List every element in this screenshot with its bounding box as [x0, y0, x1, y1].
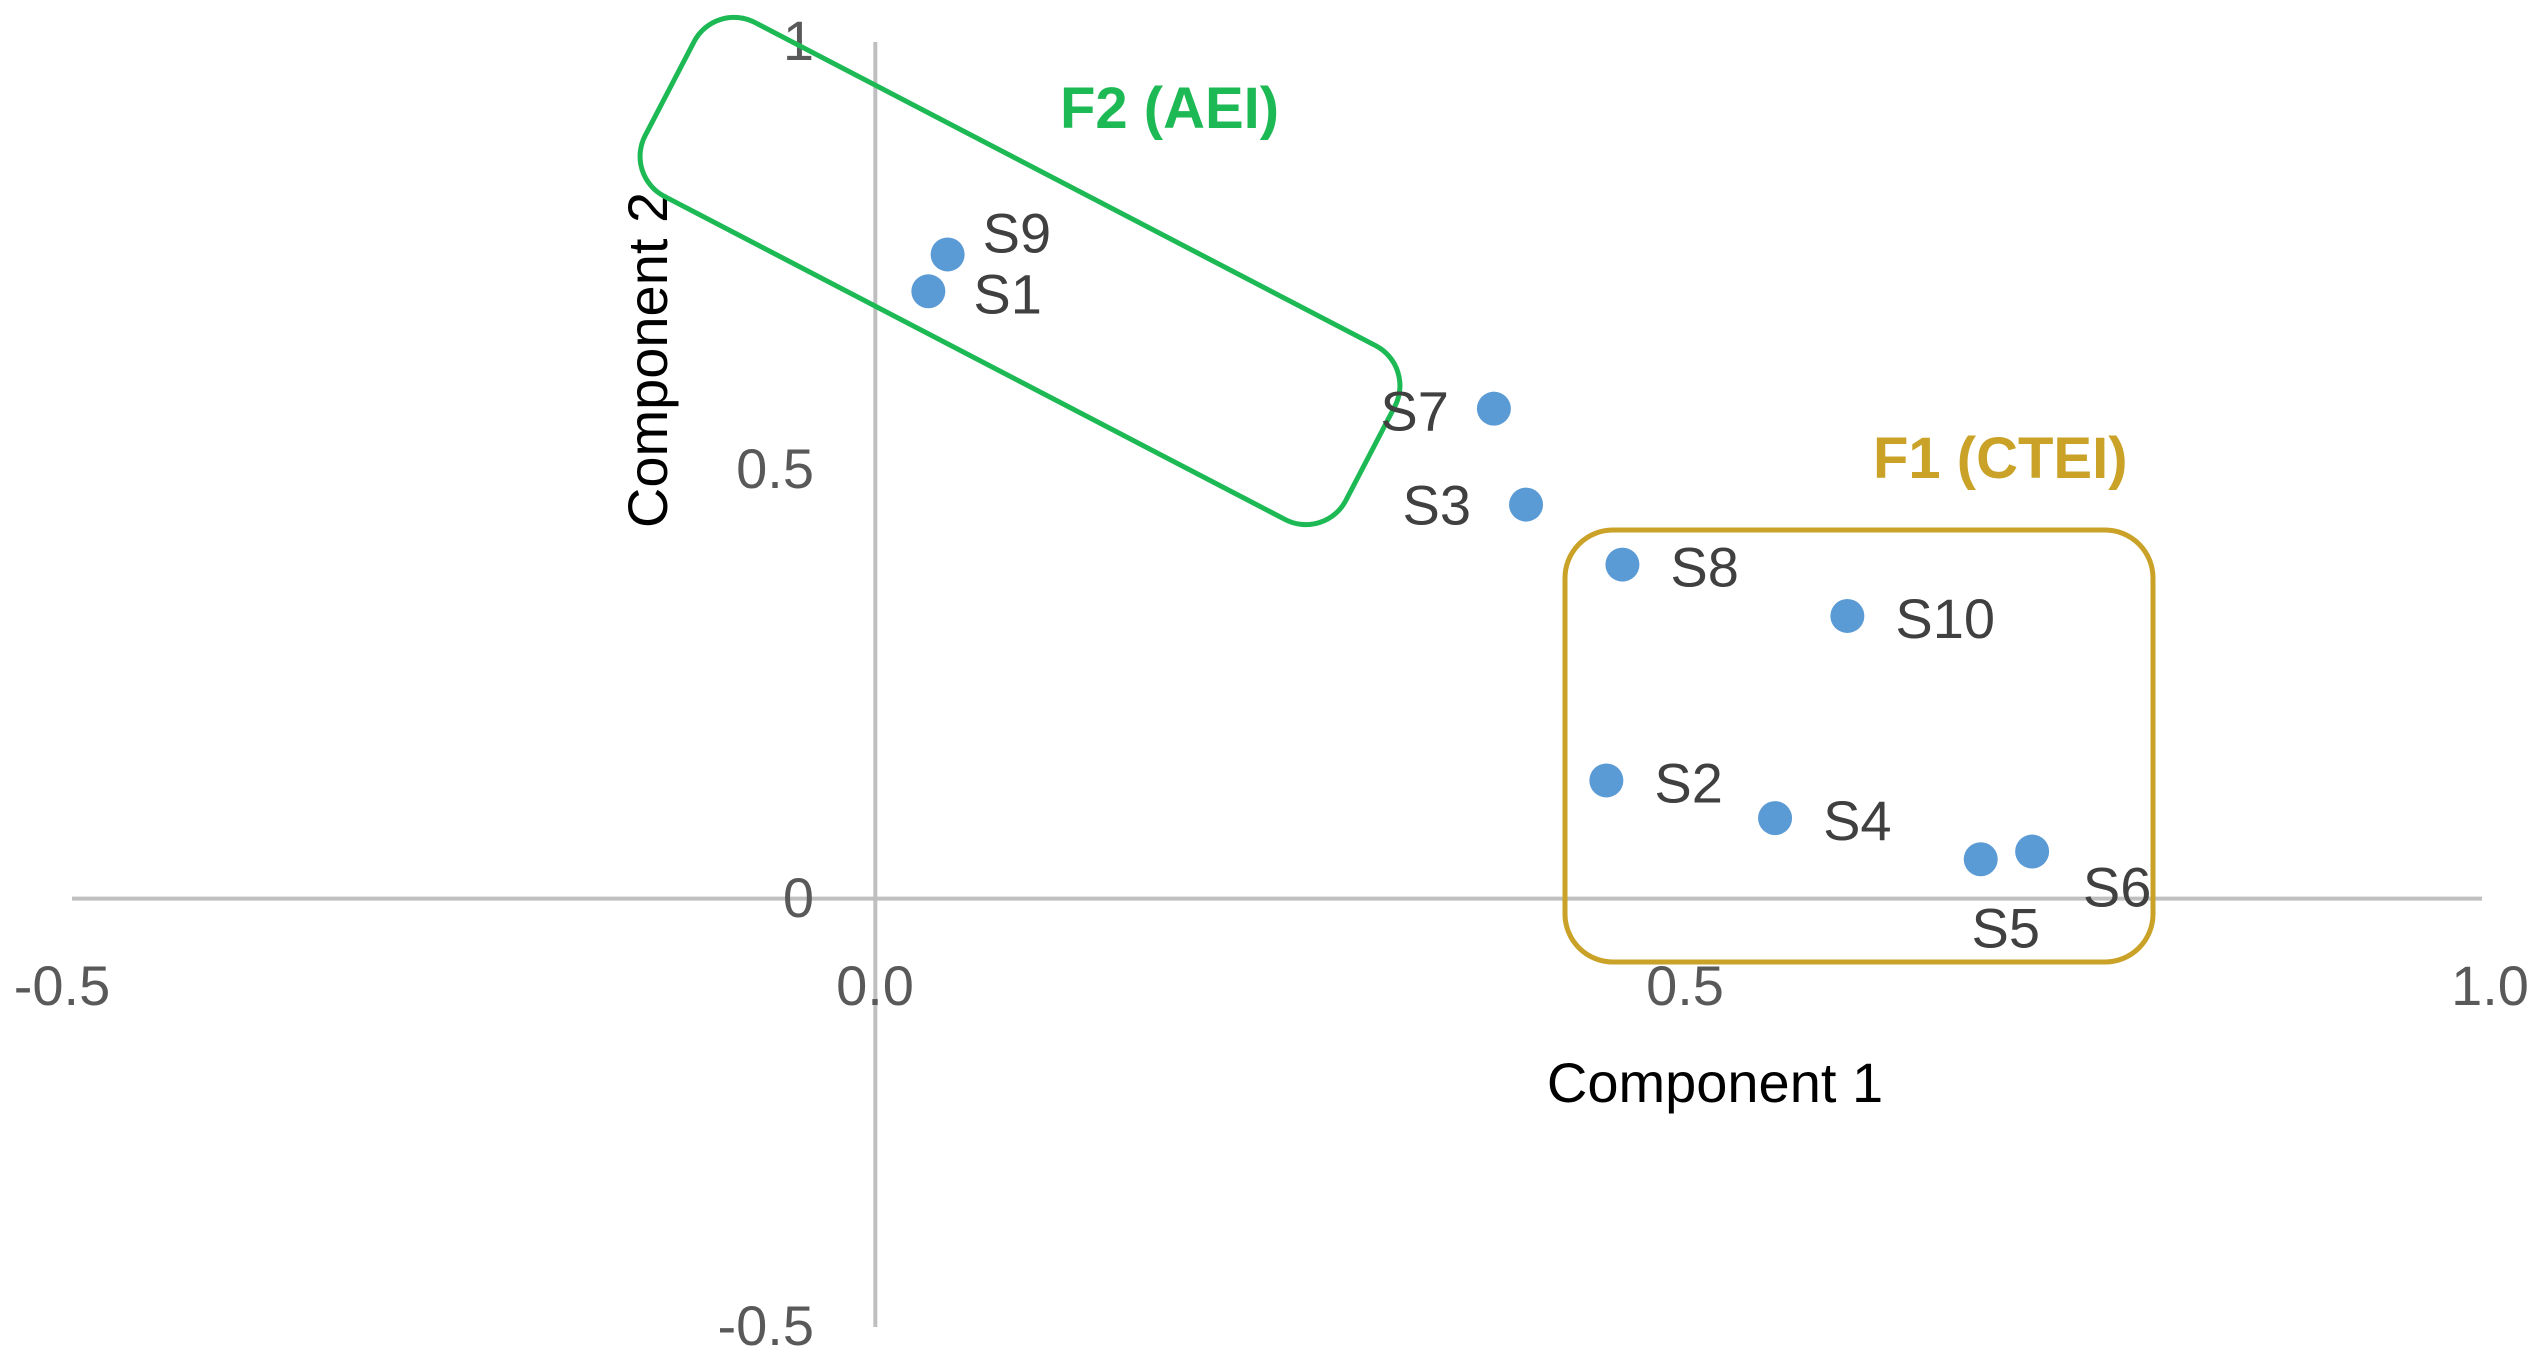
group-label-f1: F1 (CTEI) — [1873, 426, 2128, 491]
point-label-s1: S1 — [973, 262, 1041, 325]
point-label-s6: S6 — [2083, 856, 2152, 919]
point-label-s4: S4 — [1823, 789, 1892, 852]
y-tick-label: -0.5 — [718, 1294, 815, 1357]
y-tick-label: 0 — [783, 866, 814, 929]
y-tick-label: 0.5 — [736, 437, 814, 500]
group-box-f1 — [1562, 527, 2156, 965]
group-label-f2: F2 (AEI) — [1060, 76, 1279, 141]
data-point-s10 — [1830, 598, 1865, 633]
data-point-s3 — [1509, 487, 1544, 522]
y-axis-title: Component 2 — [616, 192, 679, 528]
x-tick-label: 1.0 — [2451, 954, 2529, 1017]
point-label-s5: S5 — [1971, 896, 2040, 959]
data-point-s5 — [1963, 842, 1998, 877]
data-point-s7 — [1476, 391, 1511, 426]
data-point-s8 — [1605, 547, 1640, 582]
point-label-s9: S9 — [983, 201, 1051, 264]
x-tick-label: 0.0 — [836, 954, 914, 1017]
data-point-s6 — [2015, 834, 2050, 869]
point-label-s2: S2 — [1654, 751, 1723, 814]
data-point-s4 — [1758, 801, 1793, 836]
x-tick-label: -0.5 — [14, 954, 111, 1017]
point-label-s3: S3 — [1403, 474, 1472, 537]
data-point-s1 — [911, 274, 946, 309]
point-label-s10: S10 — [1895, 587, 1995, 650]
point-label-s7: S7 — [1380, 380, 1449, 443]
x-axis-title: Component 1 — [1547, 1051, 1883, 1114]
data-point-s9 — [930, 237, 965, 272]
group-box-f2 — [637, 14, 1403, 528]
data-point-s2 — [1589, 763, 1624, 798]
point-label-s8: S8 — [1670, 536, 1739, 599]
